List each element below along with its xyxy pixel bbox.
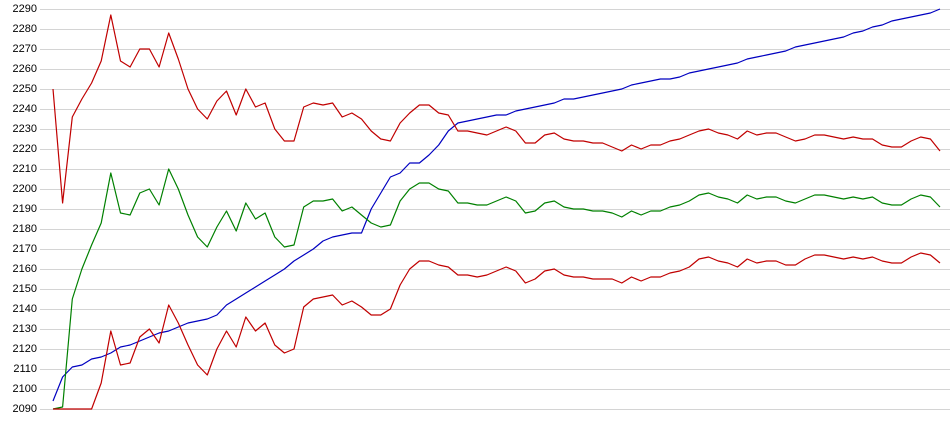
y-tick-label: 2290 <box>13 3 37 15</box>
y-tick-label: 2230 <box>13 123 37 135</box>
y-tick-label: 2180 <box>13 223 37 235</box>
y-tick-label: 2170 <box>13 243 37 255</box>
y-tick-label: 2100 <box>13 383 37 395</box>
y-tick-label: 2120 <box>13 343 37 355</box>
y-tick-label: 2150 <box>13 283 37 295</box>
series-line <box>52 168 941 410</box>
y-tick-label: 2140 <box>13 303 37 315</box>
y-tick-label: 2110 <box>13 363 37 375</box>
y-tick-label: 2270 <box>13 43 37 55</box>
y-tick-label: 2250 <box>13 83 37 95</box>
y-tick-label: 2190 <box>13 203 37 215</box>
series-line <box>52 14 941 204</box>
series-line <box>53 252 941 410</box>
y-tick-label: 2130 <box>13 323 37 335</box>
y-tick-label: 2210 <box>13 163 37 175</box>
y-tick-label: 2280 <box>13 23 37 35</box>
y-tick-label: 2240 <box>13 103 37 115</box>
y-tick-label: 2200 <box>13 183 37 195</box>
series-line <box>52 8 941 402</box>
y-tick-label: 2220 <box>13 143 37 155</box>
y-tick-label: 2090 <box>13 403 37 415</box>
y-tick-label: 2160 <box>13 263 37 275</box>
y-tick-label: 2260 <box>13 63 37 75</box>
